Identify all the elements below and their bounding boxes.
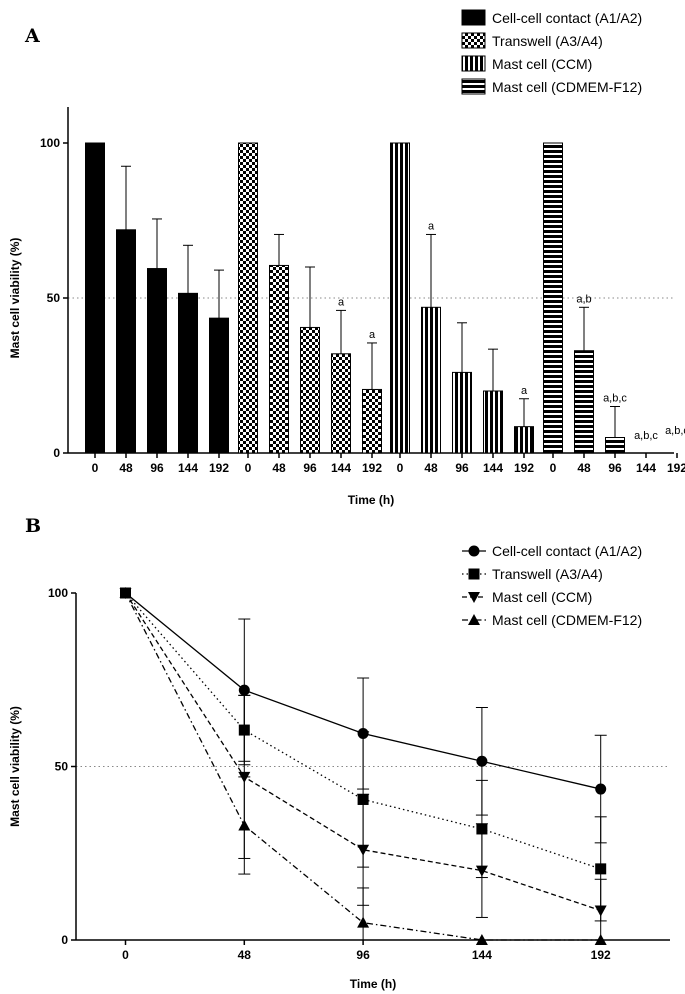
legend-swatch [461, 78, 486, 95]
legend-label: Mast cell (CCM) [492, 589, 592, 605]
bar [331, 353, 351, 454]
significance-annotation: a,b,c [603, 393, 627, 405]
data-point-circle [468, 545, 480, 557]
data-point-triangle-up [594, 934, 607, 945]
significance-annotation: a [338, 296, 345, 308]
bar [147, 268, 167, 454]
bar [421, 306, 441, 454]
x-tick-label: 96 [150, 461, 164, 475]
x-tick-label: 144 [636, 461, 656, 475]
bar [178, 292, 198, 454]
bar [514, 426, 534, 454]
x-tick-label: 0 [92, 461, 99, 475]
data-point-circle [476, 755, 488, 767]
bar [362, 388, 382, 454]
bar [483, 390, 503, 454]
x-tick-label: 48 [238, 948, 252, 962]
data-point-circle [595, 783, 607, 795]
significance-annotation: a [521, 385, 528, 397]
x-tick-label: 192 [209, 461, 229, 475]
x-axis-title: Time (h) [348, 493, 394, 507]
x-tick-label: 144 [331, 461, 351, 475]
panel-b-line-chart: Cell-cell contact (A1/A2) Transwell (A3/A… [8, 543, 670, 991]
significance-annotation: a,b,c [634, 430, 658, 442]
bar [300, 326, 320, 454]
bar [116, 229, 136, 454]
legend-label: Mast cell (CDMEM-F12) [492, 612, 642, 628]
y-tick-label: 0 [61, 933, 68, 947]
legend-swatch [461, 9, 486, 26]
panel-letter-b: B [25, 515, 41, 537]
data-point-square [595, 863, 607, 875]
y-tick-label: 50 [47, 291, 61, 305]
data-point-triangle-up [475, 934, 488, 945]
legend-swatch [461, 32, 486, 49]
bar [543, 142, 563, 454]
series-line [124, 592, 601, 912]
data-point-triangle-down [475, 865, 488, 877]
x-tick-label: 144 [178, 461, 198, 475]
panel-letter-a: A [24, 25, 40, 47]
data-point-triangle-up [357, 916, 370, 928]
legend-label: Transwell (A3/A4) [492, 33, 603, 49]
significance-annotation: a [369, 329, 376, 341]
x-tick-label: 144 [483, 461, 503, 475]
bar [605, 437, 625, 454]
data-point-circle [238, 684, 250, 696]
x-tick-label: 48 [119, 461, 133, 475]
legend-label: Mast cell (CCM) [492, 56, 592, 72]
significance-annotation: a,b,c [665, 425, 685, 437]
x-tick-label: 0 [550, 461, 557, 475]
data-point-triangle-up [468, 614, 480, 625]
x-tick-label: 96 [455, 461, 469, 475]
x-axis-title: Time (h) [350, 977, 396, 991]
x-tick-label: 0 [245, 461, 252, 475]
x-tick-label: 144 [472, 948, 492, 962]
panel-a-bar-chart: Cell-cell contact (A1/A2) Transwell (A3/A… [8, 9, 685, 507]
bar [269, 264, 289, 454]
legend-label: Cell-cell contact (A1/A2) [492, 543, 642, 559]
data-point-triangle-down [357, 844, 370, 856]
x-tick-label: 0 [122, 948, 129, 962]
y-tick-label: 100 [40, 136, 60, 150]
legend-label: Mast cell (CDMEM-F12) [492, 79, 642, 95]
legend-label: Cell-cell contact (A1/A2) [492, 10, 642, 26]
x-tick-label: 48 [577, 461, 591, 475]
bar [209, 317, 229, 454]
x-tick-label: 48 [424, 461, 438, 475]
data-point-triangle-up [119, 587, 132, 598]
y-tick-label: 0 [53, 446, 60, 460]
y-axis-title: Mast cell viability (%) [8, 706, 22, 827]
x-tick-label: 96 [608, 461, 622, 475]
data-point-triangle-down [468, 592, 480, 603]
legend-label: Transwell (A3/A4) [492, 566, 603, 582]
x-tick-label: 192 [514, 461, 534, 475]
x-tick-label: 96 [356, 948, 370, 962]
y-axis-title: Mast cell viability (%) [8, 238, 22, 359]
bar [85, 142, 105, 454]
x-tick-label: 192 [362, 461, 382, 475]
bar [452, 371, 472, 454]
data-point-triangle-down [594, 905, 607, 917]
x-tick-label: 96 [303, 461, 317, 475]
bar [238, 142, 258, 454]
x-tick-label: 192 [667, 461, 685, 475]
bar [390, 142, 410, 454]
x-tick-label: 48 [272, 461, 286, 475]
y-tick-label: 100 [48, 586, 68, 600]
x-tick-label: 192 [591, 948, 611, 962]
data-point-square [468, 568, 480, 580]
x-tick-label: 0 [397, 461, 404, 475]
significance-annotation: a [428, 220, 435, 232]
data-point-triangle-up [238, 819, 251, 831]
bar [574, 350, 594, 454]
legend-swatch [461, 55, 486, 72]
y-tick-label: 50 [55, 760, 69, 774]
significance-annotation: a,b [576, 293, 591, 305]
